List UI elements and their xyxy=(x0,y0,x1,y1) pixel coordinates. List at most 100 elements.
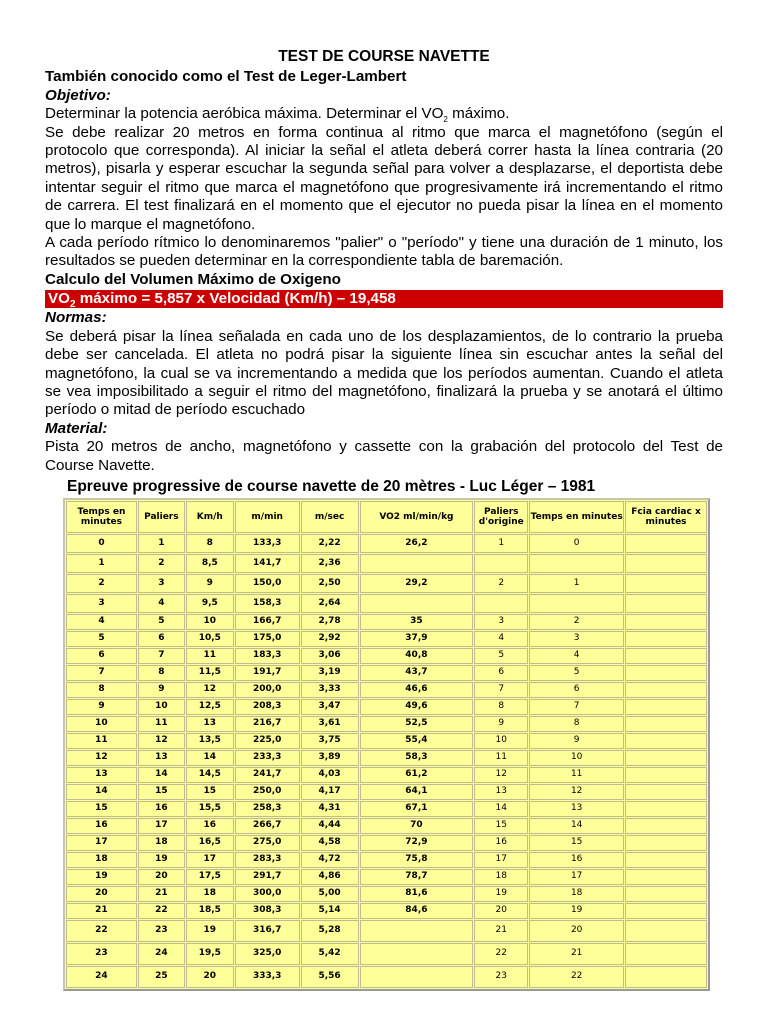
table-cell: 67,1 xyxy=(359,800,474,817)
table-cell: 6 xyxy=(474,664,529,681)
table-row: 8 9 12 200,0 3,33 46,6 7 6 xyxy=(66,681,707,698)
table-cell xyxy=(625,664,707,681)
table-row: 13 14 14,5 241,7 4,03 61,2 12 11 xyxy=(66,766,707,783)
table-cell xyxy=(359,942,474,965)
table-cell xyxy=(474,593,529,613)
table-cell: 225,0 xyxy=(234,732,300,749)
table-cell: 15 xyxy=(137,783,185,800)
table-cell: 2,36 xyxy=(300,553,359,573)
table-cell: 183,3 xyxy=(234,647,300,664)
table-cell: 133,3 xyxy=(234,533,300,553)
table-cell: 12 xyxy=(474,766,529,783)
table-cell: 1 xyxy=(66,553,137,573)
table-cell: 10 xyxy=(529,749,625,766)
table-cell: 23 xyxy=(66,942,137,965)
table-cell xyxy=(474,553,529,573)
table-cell: 23 xyxy=(474,965,529,988)
table-cell: 20 xyxy=(529,919,625,942)
table-cell: 7 xyxy=(66,664,137,681)
table-cell: 11 xyxy=(529,766,625,783)
column-header: VO2 ml/min/kg xyxy=(359,500,474,533)
table-cell: 26,2 xyxy=(359,533,474,553)
table-cell: 3,47 xyxy=(300,698,359,715)
table-cell: 2 xyxy=(137,553,185,573)
table-cell: 19 xyxy=(66,868,137,885)
table-cell: 283,3 xyxy=(234,851,300,868)
table-cell: 11 xyxy=(474,749,529,766)
table-cell: 22 xyxy=(474,942,529,965)
table-cell: 13 xyxy=(66,766,137,783)
table-cell: 12 xyxy=(529,783,625,800)
table-cell: 2,22 xyxy=(300,533,359,553)
table-row: 1 2 8,5 141,7 2,36 xyxy=(66,553,707,573)
material-text: Pista 20 metros de ancho, magnetófono y … xyxy=(45,438,723,474)
document-page: TEST DE COURSE NAVETTE También conocido … xyxy=(45,48,723,991)
table-cell: 46,6 xyxy=(359,681,474,698)
table-cell: 4,44 xyxy=(300,817,359,834)
table-cell: 9 xyxy=(529,732,625,749)
table-cell: 9 xyxy=(66,698,137,715)
table-cell: 18 xyxy=(66,851,137,868)
table-cell: 9 xyxy=(185,573,234,593)
table-cell xyxy=(625,965,707,988)
table-cell xyxy=(625,749,707,766)
table-row: 5 6 10,5 175,0 2,92 37,9 4 3 xyxy=(66,630,707,647)
table-cell: 13 xyxy=(474,783,529,800)
table-cell: 266,7 xyxy=(234,817,300,834)
table-cell: 4,03 xyxy=(300,766,359,783)
table-cell xyxy=(625,942,707,965)
table-cell xyxy=(625,834,707,851)
table-cell: 200,0 xyxy=(234,681,300,698)
table-cell: 0 xyxy=(529,533,625,553)
table-cell: 8,5 xyxy=(185,553,234,573)
table-cell: 208,3 xyxy=(234,698,300,715)
table-cell: 2,50 xyxy=(300,573,359,593)
formula-banner: VO2 máximo = 5,857 x Velocidad (Km/h) – … xyxy=(45,290,723,310)
table-cell: 40,8 xyxy=(359,647,474,664)
table-cell: 5,00 xyxy=(300,885,359,902)
table-cell xyxy=(625,533,707,553)
table-cell: 5 xyxy=(529,664,625,681)
table-row: 18 19 17 283,3 4,72 75,8 17 16 xyxy=(66,851,707,868)
table-cell: 2 xyxy=(474,573,529,593)
column-header: Paliers d'origine xyxy=(474,500,529,533)
table-cell: 5,14 xyxy=(300,902,359,919)
course-navette-table: Temps en minutes Paliers Km/h m/min m/sec VO2… xyxy=(63,497,710,991)
table-cell: 18 xyxy=(529,885,625,902)
table-cell: 21 xyxy=(474,919,529,942)
table-cell: 8 xyxy=(185,533,234,553)
table-cell xyxy=(625,573,707,593)
table-cell: 9,5 xyxy=(185,593,234,613)
table-cell: 3,06 xyxy=(300,647,359,664)
table-cell xyxy=(625,800,707,817)
table-cell xyxy=(625,698,707,715)
table-cell xyxy=(625,715,707,732)
table-cell: 18 xyxy=(137,834,185,851)
table-cell xyxy=(359,593,474,613)
table-cell: 2,92 xyxy=(300,630,359,647)
table-cell xyxy=(625,613,707,630)
page-title: TEST DE COURSE NAVETTE xyxy=(278,48,490,65)
table-cell: 3,61 xyxy=(300,715,359,732)
table-cell: 4 xyxy=(66,613,137,630)
table-cell: 2 xyxy=(529,613,625,630)
table-cell xyxy=(625,553,707,573)
column-header: m/sec xyxy=(300,500,359,533)
table-cell: 5,42 xyxy=(300,942,359,965)
table-cell: 19 xyxy=(137,851,185,868)
table-cell: 15 xyxy=(66,800,137,817)
table-cell: 13 xyxy=(137,749,185,766)
table-cell: 5,56 xyxy=(300,965,359,988)
table-cell: 0 xyxy=(66,533,137,553)
table-cell: 175,0 xyxy=(234,630,300,647)
table-cell: 24 xyxy=(66,965,137,988)
table-cell: 14 xyxy=(185,749,234,766)
table-cell xyxy=(625,868,707,885)
table-cell: 19 xyxy=(185,919,234,942)
table-row: 23 24 19,5 325,0 5,42 22 21 xyxy=(66,942,707,965)
table-cell: 241,7 xyxy=(234,766,300,783)
table-cell: 8 xyxy=(66,681,137,698)
table-title: Epreuve progressive de course navette de… xyxy=(67,476,723,496)
table-row: 11 12 13,5 225,0 3,75 55,4 10 9 xyxy=(66,732,707,749)
table-cell: 43,7 xyxy=(359,664,474,681)
